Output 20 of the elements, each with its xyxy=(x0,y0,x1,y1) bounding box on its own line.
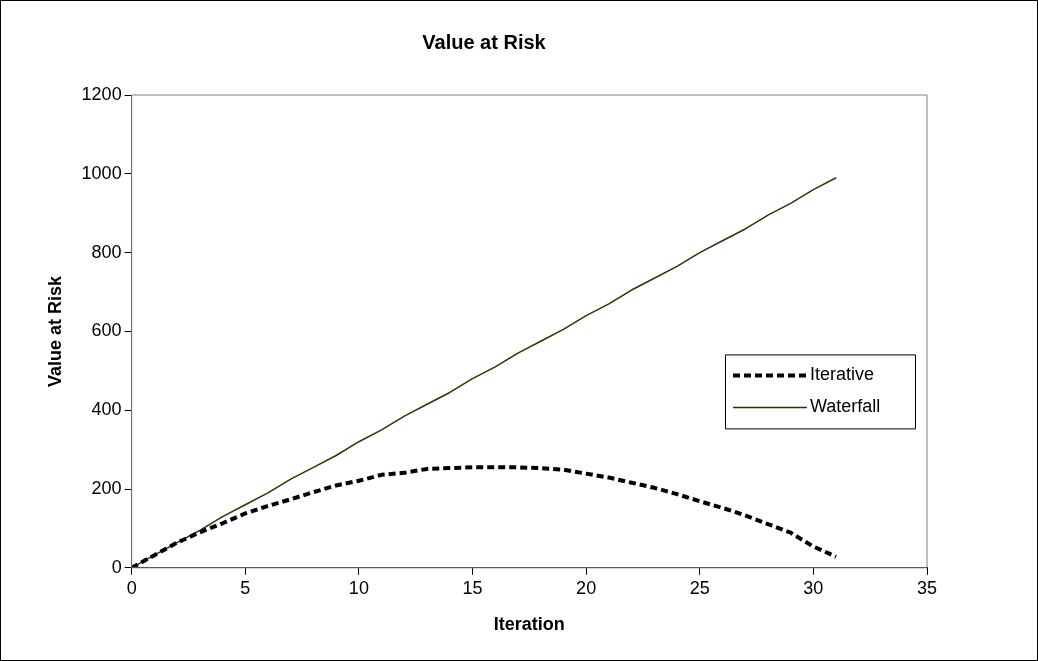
x-tick-label: 5 xyxy=(240,577,251,598)
legend-label: Iterative xyxy=(810,364,875,385)
x-tick-label: 0 xyxy=(126,577,137,598)
x-axis-title: Iteration xyxy=(493,614,565,635)
y-tick-label: 200 xyxy=(91,477,122,498)
legend-label: Waterfall xyxy=(810,396,881,417)
y-tick-label: 400 xyxy=(91,399,122,420)
x-tick-label: 15 xyxy=(462,577,483,598)
y-tick-label: 0 xyxy=(111,556,122,577)
x-tick-label: 35 xyxy=(916,577,938,598)
y-axis-title: Value at Risk xyxy=(44,274,65,387)
y-tick-label: 600 xyxy=(91,320,122,341)
x-tick-label: 30 xyxy=(803,577,824,598)
y-tick-label: 1000 xyxy=(81,162,122,183)
x-tick-label: 10 xyxy=(348,577,369,598)
x-tick-label: 20 xyxy=(576,577,597,598)
x-tick-label: 25 xyxy=(689,577,710,598)
y-tick-label: 800 xyxy=(91,241,122,262)
y-tick-label: 1200 xyxy=(81,83,122,104)
chart-title: Value at Risk xyxy=(422,30,547,53)
